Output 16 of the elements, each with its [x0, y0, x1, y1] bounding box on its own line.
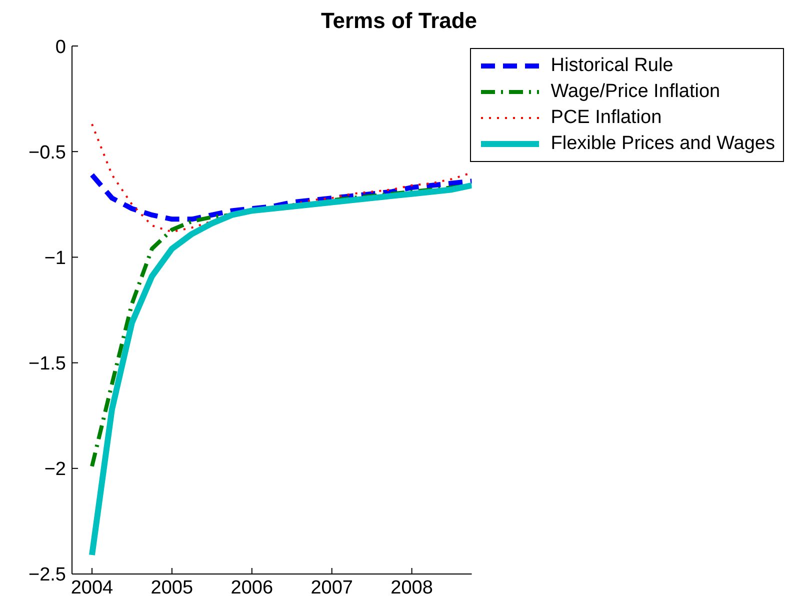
- x-tick-label: 2005: [150, 577, 194, 598]
- chart-title: Terms of Trade: [320, 8, 478, 35]
- x-tick-label: 2004: [70, 577, 114, 598]
- y-tick-label: −1.5: [28, 354, 66, 375]
- legend-label: Wage/Price Inflation: [550, 81, 720, 103]
- y-tick-label: −2: [44, 459, 66, 480]
- y-tick-label: −2.5: [28, 564, 66, 586]
- x-tick-label: 2006: [230, 577, 274, 598]
- x-tick-label: 2008: [390, 577, 433, 598]
- legend-label: PCE Inflation: [550, 107, 662, 129]
- legend-label: Historical Rule: [550, 55, 674, 77]
- x-tick-label: 2007: [310, 577, 353, 598]
- legend-label: Flexible Prices and Wages: [550, 133, 775, 155]
- y-tick-label: 0: [55, 36, 66, 58]
- y-tick-label: −0.5: [28, 142, 66, 164]
- y-tick-label: −1: [44, 248, 66, 269]
